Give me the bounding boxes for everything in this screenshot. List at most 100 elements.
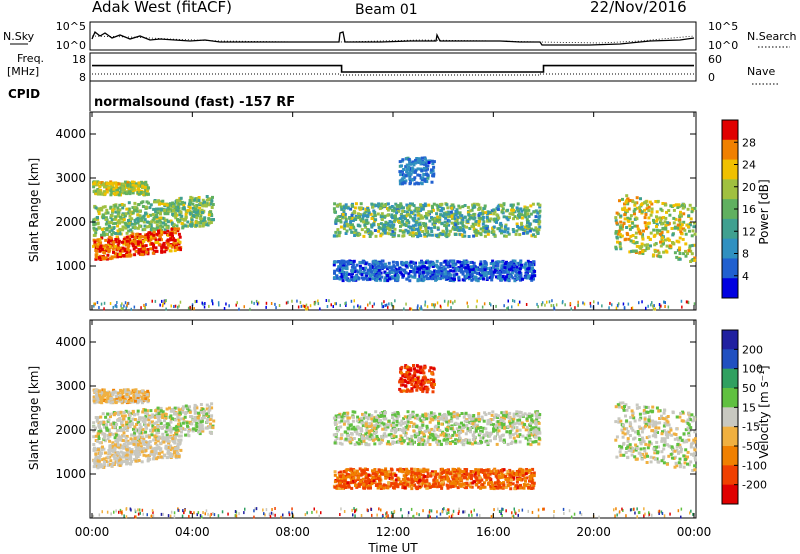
echo-cell [181, 421, 185, 425]
echo-cell [187, 429, 191, 433]
echo-cell [195, 223, 199, 227]
echo-cell [337, 260, 340, 264]
echo-cell [510, 265, 514, 269]
echo-cell [122, 434, 126, 438]
echo-cell [517, 303, 520, 307]
echo-cell [390, 205, 394, 208]
echo-cell [383, 300, 385, 304]
echo-cell [146, 446, 150, 450]
echo-cell [407, 173, 411, 177]
echo-cell [483, 234, 487, 238]
echo-cell [562, 300, 564, 304]
echo-cell [424, 227, 428, 231]
echo-cell [143, 235, 147, 239]
echo-cell [388, 277, 391, 281]
echo-cell [101, 256, 105, 260]
echo-cell [93, 181, 97, 185]
echo-cell [431, 273, 435, 277]
echo-cell [654, 307, 656, 311]
echo-cell [136, 409, 140, 413]
echo-cell [490, 278, 494, 282]
echo-cell [350, 216, 353, 220]
beam-title: Beam 01 [355, 2, 418, 18]
echo-cell [449, 300, 452, 304]
echo-cell [112, 226, 116, 230]
echo-cell [377, 275, 381, 279]
echo-cell [432, 220, 436, 224]
echo-cell [170, 304, 172, 308]
echo-cell [129, 185, 133, 189]
echo-cell [340, 207, 344, 211]
echo-cell [177, 408, 181, 412]
echo-cell [405, 203, 409, 207]
echo-cell [654, 200, 658, 203]
echo-cell [176, 452, 180, 456]
echo-cell [388, 220, 392, 223]
echo-cell [483, 230, 487, 234]
echo-cell [537, 217, 541, 221]
echo-cell [451, 260, 454, 264]
nsky-strip-frame [89, 21, 697, 51]
echo-cell [107, 399, 111, 403]
echo-cell [169, 414, 173, 418]
echo-cell [99, 397, 103, 401]
echo-cell [359, 267, 363, 271]
echo-cell [179, 448, 183, 452]
echo-cell [349, 223, 353, 227]
echo-cell [359, 213, 363, 217]
echo-cell [517, 209, 520, 213]
echo-cell [119, 456, 122, 460]
echo-cell [138, 210, 142, 214]
echo-cell [162, 438, 165, 442]
echo-cell [350, 265, 354, 269]
echo-cell [524, 212, 527, 216]
echo-cell [205, 195, 209, 198]
echo-cell [346, 206, 350, 210]
echo-cell [419, 225, 423, 229]
echo-cell [121, 246, 125, 250]
echo-cell [369, 231, 373, 234]
echo-cell [679, 230, 683, 234]
echo-cell [275, 306, 277, 310]
echo-cell [463, 234, 467, 238]
echo-cell [162, 440, 166, 444]
echo-cell [112, 245, 116, 249]
echo-cell [169, 244, 172, 248]
echo-cell [550, 304, 552, 308]
echo-cell [645, 247, 649, 251]
echo-cell [108, 433, 112, 436]
echo-cell [466, 263, 470, 267]
echo-cell [333, 234, 336, 238]
echo-cell [159, 421, 163, 425]
echo-cell [537, 222, 541, 226]
echo-cell [200, 417, 204, 420]
echo-cell [92, 429, 96, 433]
echo-cell [142, 408, 146, 411]
echo-cell [99, 415, 103, 419]
echo-cell [137, 393, 141, 397]
echo-cell [133, 239, 137, 243]
echo-cell [163, 436, 167, 440]
echo-cell [424, 261, 428, 265]
echo-cell [138, 224, 141, 228]
echo-cell [140, 218, 144, 222]
echo-cell [184, 224, 188, 228]
echo-cell [92, 244, 95, 248]
echo-cell [94, 434, 98, 438]
echo-cell [639, 246, 643, 250]
echo-cell [201, 427, 205, 431]
echo-cell [678, 218, 682, 222]
echo-cell [134, 456, 138, 460]
echo-cell [682, 212, 686, 216]
echo-cell [439, 263, 443, 267]
echo-cell [648, 200, 652, 204]
echo-cell [178, 199, 182, 202]
echo-cell [457, 204, 461, 208]
echo-cell [454, 210, 458, 213]
echo-cell [163, 209, 166, 212]
echo-cell [118, 426, 122, 430]
echo-cell [363, 223, 367, 227]
echo-cell [398, 170, 402, 174]
echo-cell [160, 426, 164, 430]
echo-cell [132, 442, 136, 446]
